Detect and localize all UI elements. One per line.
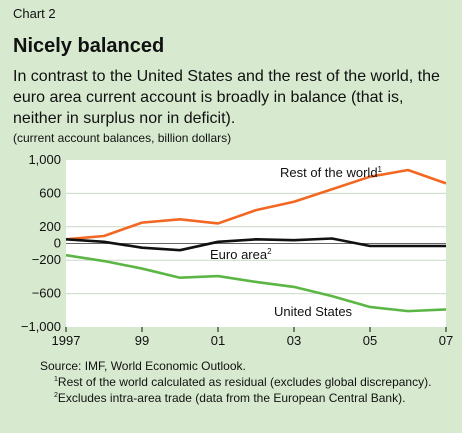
footnote-1: 1Rest of the world calculated as residua… bbox=[40, 373, 431, 389]
x-tick-label: 07 bbox=[439, 333, 453, 348]
series-label-euro-area: Euro area2 bbox=[210, 247, 272, 262]
y-tick-label: −600 bbox=[32, 286, 61, 301]
series-label-united-states: United States bbox=[274, 304, 353, 319]
x-tick-label: 03 bbox=[287, 333, 301, 348]
footnote-1-text: Rest of the world calculated as residual… bbox=[57, 375, 432, 389]
y-tick-label: 600 bbox=[39, 185, 61, 200]
footnote-2: 2Excludes intra-area trade (data from th… bbox=[40, 389, 431, 405]
y-tick-label: 1,000 bbox=[28, 152, 61, 167]
chart-description: In contrast to the United States and the… bbox=[13, 68, 440, 127]
series-line-united-states bbox=[65, 253, 447, 313]
series-line-rest-of-world bbox=[65, 168, 447, 241]
footnotes: Source: IMF, World Economic Outlook. 1Re… bbox=[40, 359, 431, 405]
footnote-2-text: Excludes intra-area trade (data from the… bbox=[57, 391, 406, 405]
y-tick-label: −1,000 bbox=[21, 319, 61, 334]
footnote-1-marker: 1 bbox=[54, 376, 58, 383]
source-note: Source: IMF, World Economic Outlook. bbox=[40, 359, 246, 373]
chart-title: Nicely balanced bbox=[13, 35, 165, 57]
y-tick-label: 200 bbox=[39, 219, 61, 234]
x-tick-label: 1997 bbox=[52, 333, 81, 348]
x-tick-label: 05 bbox=[363, 333, 377, 348]
series-label-sup: 1 bbox=[378, 165, 383, 174]
chart-number: Chart 2 bbox=[13, 6, 56, 21]
y-tick-label: −200 bbox=[32, 252, 61, 267]
series-label-sup: 2 bbox=[267, 247, 272, 256]
x-tick-label: 01 bbox=[211, 333, 225, 348]
series-label-rest-of-world: Rest of the world1 bbox=[280, 165, 383, 180]
x-tick-label: 99 bbox=[135, 333, 149, 348]
series-line-euro-area bbox=[65, 237, 446, 252]
chart-units: (current account balances, billion dolla… bbox=[13, 131, 232, 145]
y-tick-label: 0 bbox=[54, 236, 61, 251]
footnote-2-marker: 2 bbox=[54, 392, 58, 399]
